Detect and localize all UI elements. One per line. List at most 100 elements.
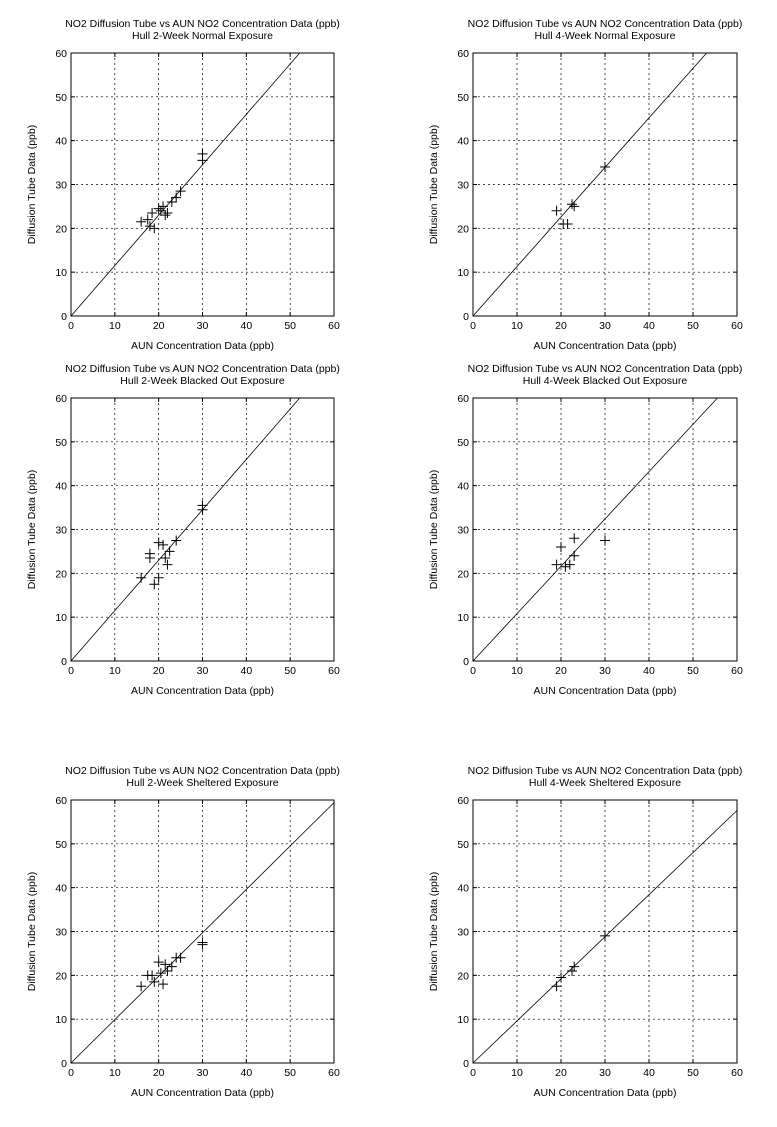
trend-line [70, 52, 300, 317]
y-tick-label: 60 [55, 795, 67, 807]
chart-subtitle: Hull 4-Week Sheltered Exposure [529, 777, 681, 789]
y-tick-label: 10 [55, 267, 67, 279]
data-point [569, 961, 580, 972]
data-point [175, 186, 186, 197]
x-tick-label: 10 [109, 665, 121, 677]
x-tick-label: 40 [240, 320, 252, 332]
y-tick-label: 50 [55, 437, 67, 449]
trend-line [70, 397, 300, 662]
y-tick-label: 10 [457, 1014, 469, 1026]
data-point [147, 207, 158, 218]
y-tick-label: 20 [457, 568, 469, 580]
x-axis-label: AUN Concentration Data (ppb) [131, 340, 274, 352]
x-tick-label: 60 [731, 665, 743, 677]
y-axis-label: Diffusion Tube Data (ppb) [26, 872, 38, 991]
data-point [171, 192, 182, 203]
data-point [556, 972, 566, 983]
x-tick-label: 60 [328, 320, 340, 332]
x-tick-label: 30 [599, 1067, 611, 1079]
x-tick-label: 30 [197, 665, 209, 677]
y-tick-label: 60 [55, 48, 67, 60]
chart-title: NO2 Diffusion Tube vs AUN NO2 Concentrat… [65, 765, 340, 777]
x-axis-label: AUN Concentration Data (ppb) [534, 685, 677, 697]
data-point [158, 979, 169, 990]
data-point [160, 210, 171, 221]
data-point [162, 559, 173, 570]
x-axis-label: AUN Concentration Data (ppb) [131, 685, 274, 697]
x-tick-label: 60 [731, 1067, 743, 1079]
y-tick-label: 50 [55, 92, 67, 104]
trend-line [472, 52, 707, 317]
x-tick-label: 20 [153, 1067, 165, 1079]
y-tick-label: 0 [463, 1058, 469, 1070]
x-tick-label: 10 [511, 665, 523, 677]
y-tick-label: 60 [457, 393, 469, 405]
y-tick-label: 40 [457, 481, 469, 493]
y-tick-label: 20 [457, 223, 469, 235]
x-tick-label: 40 [240, 665, 252, 677]
trend-line [472, 397, 718, 662]
data-point [569, 550, 580, 561]
x-tick-label: 50 [687, 665, 699, 677]
chart-panel-3: NO2 Diffusion Tube vs AUN NO2 Concentrat… [26, 363, 340, 697]
data-point [144, 548, 155, 559]
x-axis-label: AUN Concentration Data (ppb) [534, 340, 677, 352]
x-axis-label: AUN Concentration Data (ppb) [131, 1087, 274, 1099]
x-tick-label: 50 [284, 320, 296, 332]
data-point [164, 546, 175, 557]
y-tick-label: 20 [457, 970, 469, 982]
data-point [562, 218, 573, 229]
data-point [569, 533, 580, 544]
data-point [560, 561, 571, 572]
y-tick-label: 30 [457, 927, 469, 939]
data-point [136, 572, 147, 583]
y-axis-label: Diffusion Tube Data (ppb) [26, 125, 38, 244]
chart-subtitle: Hull 2-Week Normal Exposure [132, 30, 273, 42]
data-point [160, 552, 171, 563]
chart-panel-5: NO2 Diffusion Tube vs AUN NO2 Concentrat… [26, 765, 340, 1099]
y-tick-label: 30 [457, 525, 469, 537]
data-point [197, 937, 208, 948]
data-point [171, 535, 182, 546]
data-point [569, 201, 580, 212]
x-tick-label: 60 [328, 665, 340, 677]
y-tick-label: 10 [457, 612, 469, 624]
data-point [153, 537, 164, 548]
x-tick-label: 50 [284, 665, 296, 677]
trend-line [70, 802, 335, 1064]
y-tick-label: 0 [61, 656, 67, 668]
y-axis-label: Diffusion Tube Data (ppb) [428, 125, 440, 244]
x-tick-label: 20 [153, 320, 165, 332]
x-tick-label: 20 [555, 665, 567, 677]
data-point [600, 535, 610, 546]
data-point [197, 500, 208, 511]
data-point [556, 542, 566, 553]
y-tick-label: 50 [55, 839, 67, 851]
y-tick-label: 30 [457, 180, 469, 192]
y-axis-label: Diffusion Tube Data (ppb) [428, 470, 440, 589]
x-axis-label: AUN Concentration Data (ppb) [534, 1087, 677, 1099]
y-tick-label: 50 [457, 437, 469, 449]
data-point [567, 199, 577, 210]
data-point [149, 976, 160, 987]
x-tick-label: 30 [599, 665, 611, 677]
chart-title: NO2 Diffusion Tube vs AUN NO2 Concentrat… [468, 18, 743, 30]
x-tick-label: 50 [284, 1067, 296, 1079]
data-point [166, 197, 177, 208]
chart-panel-1: NO2 Diffusion Tube vs AUN NO2 Concentrat… [26, 18, 340, 352]
data-point [144, 221, 155, 232]
x-tick-label: 10 [109, 1067, 121, 1079]
x-tick-label: 40 [643, 665, 655, 677]
data-point [136, 216, 147, 227]
y-tick-label: 30 [55, 525, 67, 537]
x-tick-label: 0 [68, 665, 74, 677]
data-point [142, 214, 153, 225]
y-tick-label: 0 [463, 311, 469, 323]
data-point [158, 201, 169, 212]
chart-title: NO2 Diffusion Tube vs AUN NO2 Concentrat… [65, 363, 340, 375]
chart-subtitle: Hull 4-Week Blacked Out Exposure [523, 375, 688, 387]
data-point [564, 559, 575, 570]
y-tick-label: 10 [457, 267, 469, 279]
